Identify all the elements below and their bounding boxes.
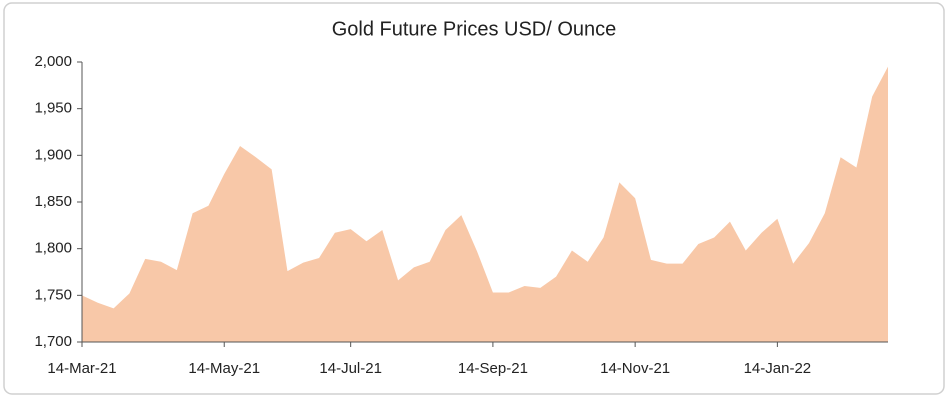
x-tick-label: 14-Jan-22 [744,360,812,377]
y-tick-label: 1,850 [34,193,72,210]
y-tick-label: 1,750 [34,286,72,303]
x-tick-label: 14-Mar-21 [47,360,116,377]
y-tick-label: 1,950 [34,100,72,117]
y-tick-label: 2,000 [34,53,72,70]
x-tick-label: 14-Nov-21 [600,360,670,377]
y-tick-label: 1,800 [34,240,72,257]
x-tick-label: 14-Sep-21 [458,360,528,377]
x-tick-label: 14-Jul-21 [319,360,382,377]
x-tick-label: 14-May-21 [188,360,260,377]
area [82,66,888,343]
y-tick-label: 1,900 [34,146,72,163]
y-tick-label: 1,700 [34,333,72,350]
chart-title: Gold Future Prices USD/ Ounce [332,18,617,40]
